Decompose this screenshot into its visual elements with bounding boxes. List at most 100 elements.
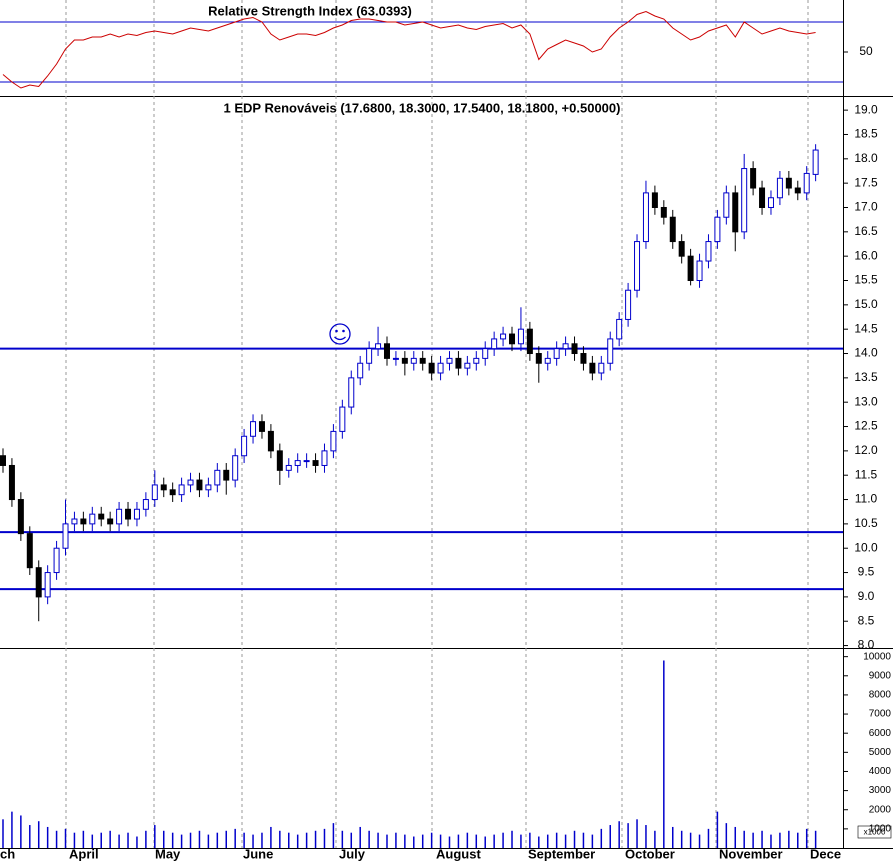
volume-bar [100,832,102,848]
volume-bar [680,830,683,848]
volume-bar [127,832,129,848]
candle-body [642,192,649,243]
candle-body [294,460,301,466]
x-tick-label: August [436,846,481,861]
volume-bar [520,834,522,848]
y-tick-label: 10000 [863,651,891,662]
candle-body [759,187,766,208]
candle-body [312,460,319,466]
y-tick-label: 18.0 [854,151,878,165]
y-tick-label: 14.5 [854,321,878,335]
y-tick-label: 16.0 [854,248,878,262]
candle-body [169,489,176,496]
candle-body [464,362,471,369]
candle-body [321,450,328,466]
candle-body [750,168,757,189]
volume-bar [234,828,236,848]
y-tick-label: 19.0 [854,102,878,116]
candle-body [125,508,132,520]
volume-bar [573,830,576,848]
volume-bar [252,834,254,848]
candle-body [366,348,373,364]
candle-body [401,357,408,364]
rsi-title: Relative Strength Index (63.0393) [208,3,412,18]
candle-body [446,357,453,364]
candle-body [303,460,310,463]
volume-bar [332,823,335,848]
volume-bar [707,828,710,848]
candle-body [62,523,69,549]
volume-bar [314,830,317,848]
candle-body [473,357,480,364]
y-tick-label: 11.0 [855,492,878,506]
volume-bar [404,834,406,848]
candle-body [455,357,462,369]
candle-body [803,172,810,194]
y-tick-label: 7000 [869,709,892,720]
volume-bar [493,834,495,848]
candle-body [687,255,694,282]
volume-bar [29,825,31,848]
candle-body [678,241,685,257]
volume-bar [91,834,94,848]
volume-bar [171,832,174,848]
candle-body [214,469,221,486]
candle-body [0,455,6,466]
candle-body [133,508,140,520]
volume-bar [109,830,111,848]
y-tick-label: 9000 [869,670,892,681]
x-tick-label: October [625,846,675,861]
volume-bar [46,826,49,848]
y-tick-label: 8.5 [858,613,875,627]
volume-bar [386,834,388,848]
y-tick-label: 4000 [869,766,892,777]
candle-body [705,241,712,262]
price-title: 1 EDP Renováveis (17.6800, 18.3000, 17.5… [224,100,621,115]
volume-bar [716,811,719,848]
candle-body [482,348,489,359]
candle-body [625,289,632,320]
volume-bar [770,834,772,848]
unit-box [857,825,892,839]
volume-bar [118,834,120,848]
candle-body [375,343,382,350]
candle-body [285,464,292,471]
candle-body [410,357,417,364]
volume-bar [698,834,701,848]
candle-body [35,567,42,598]
candle-body [517,328,524,345]
x-tick-label: May [155,846,181,861]
candle-body [535,353,542,364]
y-tick-label: 13.0 [854,394,878,408]
candle-body [339,406,346,432]
y-tick-label: 18.5 [854,127,878,141]
candle-body [98,513,105,520]
volume-bar [368,830,370,848]
candle-body [80,518,87,525]
y-tick-label: 6000 [869,728,892,739]
volume-bar [73,832,76,848]
y-tick-label: 17.0 [854,200,878,214]
candle-body [232,455,239,481]
y-tick-label: 8.0 [858,638,875,652]
volume-bar [216,832,219,848]
volume-bar [457,834,460,848]
volume-bar [2,819,4,848]
volume-bar [55,830,58,848]
candle-body [571,343,578,355]
candle-body [509,333,516,345]
volume-bar [448,836,451,848]
candle-body [794,187,801,194]
candle-body [500,333,507,340]
candle-body [116,508,123,525]
y-tick-label: 10.0 [854,540,878,554]
volume-bar [645,825,647,848]
x-tick-label: April [69,846,99,861]
volume-bar [341,830,344,848]
candle-body [598,362,605,374]
candle-body [53,547,60,574]
candle-body [696,260,703,282]
candle-body [205,484,212,491]
